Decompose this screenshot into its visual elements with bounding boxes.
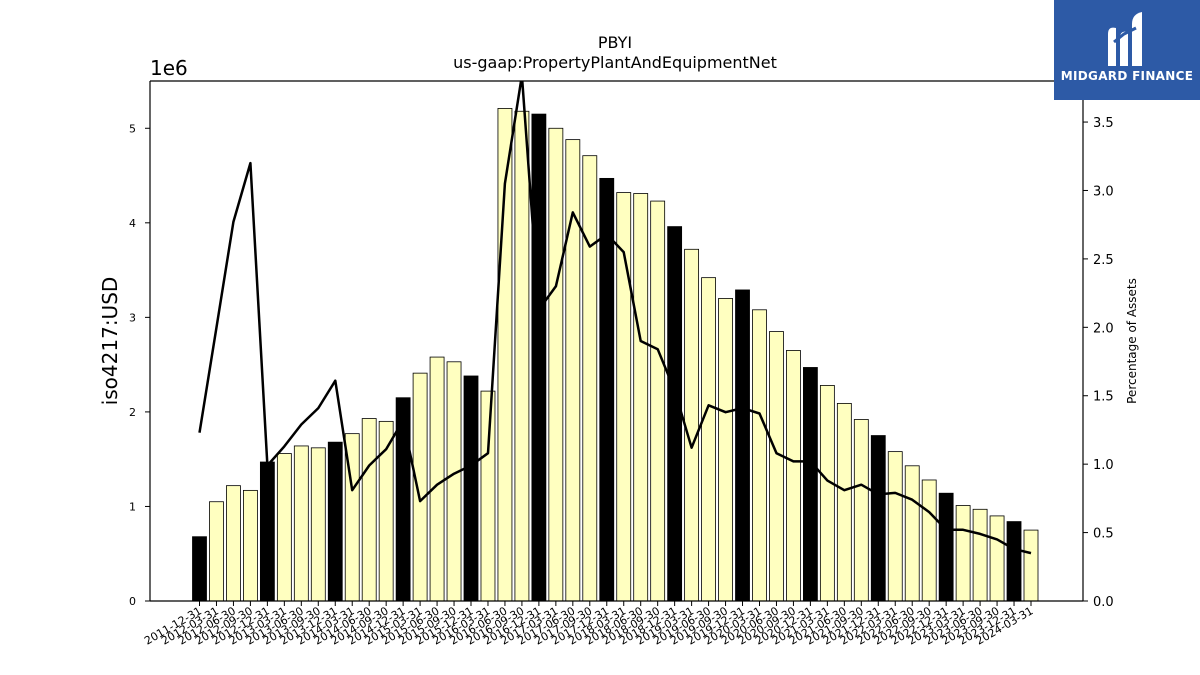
bar bbox=[752, 309, 767, 602]
y-offset-label: 1e6 bbox=[150, 56, 188, 80]
y-tick-label: 0 bbox=[129, 595, 136, 608]
bar bbox=[769, 331, 784, 602]
bar bbox=[989, 515, 1005, 602]
bar bbox=[870, 435, 886, 602]
bar bbox=[684, 248, 700, 602]
y-tick-label: 5 bbox=[129, 122, 136, 135]
y-tick-label: 4 bbox=[129, 217, 136, 230]
bar bbox=[599, 177, 615, 602]
bar bbox=[802, 367, 818, 602]
bar-series bbox=[192, 108, 1039, 602]
bar bbox=[650, 200, 666, 602]
y2-axis-label: Percentage of Assets bbox=[1125, 278, 1139, 404]
bar bbox=[310, 447, 326, 602]
bar bbox=[887, 451, 903, 602]
bar bbox=[1006, 521, 1022, 602]
bar bbox=[327, 441, 343, 602]
percentage-line-series bbox=[198, 74, 1032, 555]
bar bbox=[972, 508, 988, 602]
percentage-line bbox=[198, 74, 1032, 555]
bar bbox=[582, 155, 598, 602]
bar bbox=[633, 193, 649, 602]
bar bbox=[259, 461, 275, 602]
y2-tick-label: 1.5 bbox=[1093, 390, 1114, 405]
y2-tick-label: 2.5 bbox=[1093, 253, 1114, 268]
y2-tick-label: 0.5 bbox=[1093, 527, 1114, 542]
bar bbox=[531, 113, 547, 602]
y-axis-label: iso4217:USD bbox=[98, 277, 122, 406]
bar bbox=[361, 418, 377, 602]
y2-tick-label: 0.0 bbox=[1093, 595, 1114, 610]
bar bbox=[480, 390, 496, 602]
clip-mask bbox=[0, 0, 1200, 81]
bar bbox=[514, 110, 530, 602]
y-axis-ticks: 0 1 2 3 4 5 bbox=[129, 122, 150, 608]
logo-text: MIDGARD FINANCE bbox=[1060, 69, 1194, 83]
bar bbox=[786, 350, 801, 602]
bar bbox=[548, 127, 564, 602]
x-axis-ticks: 2011-12-312012-03-312012-06-302012-09-30… bbox=[142, 601, 1036, 648]
y2-tick-label: 2.0 bbox=[1093, 321, 1114, 336]
bar bbox=[819, 385, 835, 602]
bar bbox=[955, 505, 971, 602]
y-tick-label: 1 bbox=[129, 500, 136, 513]
bar bbox=[209, 501, 224, 602]
bar bbox=[565, 139, 581, 602]
y2-axis-ticks: 0.0 0.5 1.0 1.5 2.0 2.5 3.0 3.5 bbox=[1083, 116, 1114, 610]
bar bbox=[293, 445, 309, 602]
bar bbox=[412, 372, 428, 602]
chart-title: PBYI bbox=[598, 33, 632, 52]
bar bbox=[921, 479, 937, 602]
bar bbox=[276, 453, 292, 602]
midgard-m-logo-icon bbox=[1108, 12, 1142, 67]
bar bbox=[192, 536, 207, 602]
midgard-finance-logo: MIDGARD FINANCE bbox=[1054, 0, 1200, 100]
bar bbox=[446, 361, 462, 602]
bar bbox=[718, 298, 733, 602]
bar bbox=[938, 492, 954, 602]
y2-tick-label: 3.5 bbox=[1093, 116, 1114, 131]
y2-tick-label: 1.0 bbox=[1093, 458, 1114, 473]
bar bbox=[701, 277, 716, 602]
bar bbox=[226, 485, 241, 602]
bar bbox=[735, 289, 750, 602]
bar bbox=[836, 402, 852, 602]
y-tick-label: 3 bbox=[129, 311, 136, 324]
bar bbox=[667, 226, 683, 602]
y2-tick-label: 3.0 bbox=[1093, 184, 1114, 199]
bar bbox=[463, 375, 479, 602]
bar bbox=[904, 465, 920, 602]
bar bbox=[1023, 529, 1039, 602]
chart-subtitle: us-gaap:PropertyPlantAndEquipmentNet bbox=[453, 53, 777, 72]
bar bbox=[853, 419, 869, 602]
bar bbox=[243, 489, 258, 602]
axes bbox=[0, 0, 1200, 602]
y-tick-label: 2 bbox=[129, 406, 136, 419]
bar bbox=[429, 356, 445, 602]
